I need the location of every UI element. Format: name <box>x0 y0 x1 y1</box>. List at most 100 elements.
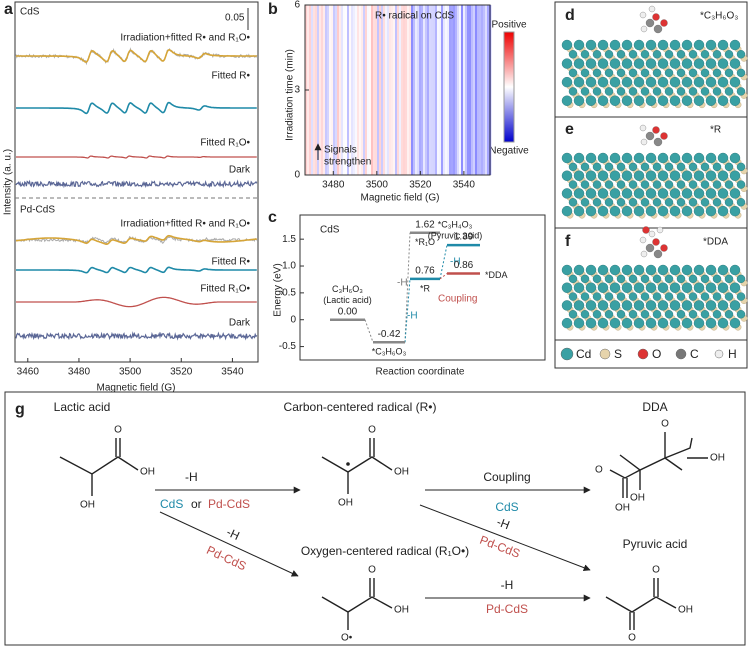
atom-cd <box>573 170 585 181</box>
atom-cd <box>700 87 710 96</box>
atom-cd <box>681 170 693 181</box>
atom-cd <box>688 162 698 172</box>
colorbar <box>503 31 515 143</box>
atom-cd <box>592 198 602 207</box>
atom-cd <box>669 205 681 217</box>
atom-cd <box>645 152 657 164</box>
atom-cd <box>561 205 573 217</box>
heatmap-stripe <box>463 5 466 175</box>
atom-cd <box>604 68 614 78</box>
atom-cd <box>592 180 602 189</box>
atom-cd <box>657 300 669 311</box>
atom-cd <box>633 300 645 311</box>
atom-cd <box>621 205 633 217</box>
adsorbate-label: *R <box>710 125 721 136</box>
heatmap-stripe <box>477 5 480 175</box>
atom-cd <box>604 50 614 59</box>
atom-cd <box>633 58 645 69</box>
atom-cd <box>628 292 638 301</box>
y-tick-label: 0.5 <box>282 288 296 299</box>
heatmap-stripe <box>349 5 352 175</box>
compound-name: Oxygen-centered radical (R₁O•) <box>301 544 469 558</box>
atom-cd <box>597 317 609 329</box>
species-label: *C₃H₄O₃ <box>438 219 473 229</box>
atom-cd <box>717 205 729 217</box>
atom-cd <box>580 162 590 172</box>
step-label: -H <box>495 515 512 533</box>
structures <box>59 432 708 630</box>
energy-label: 0.76 <box>415 266 435 277</box>
atom-cd <box>693 152 705 164</box>
atom-cd <box>628 310 638 319</box>
atom-cd <box>717 317 729 329</box>
atom: OH <box>394 605 409 616</box>
heatmap-stripe <box>393 5 396 175</box>
atom-cd <box>568 310 578 319</box>
heatmap-stripe <box>351 5 354 175</box>
atom-cd <box>693 170 705 181</box>
legend-swatch <box>560 347 574 361</box>
atom-cd <box>705 188 717 199</box>
x-axis-label: Magnetic field (G) <box>97 383 176 394</box>
atom-cd <box>736 87 746 96</box>
y-axis-label: Intensity (a. u.) <box>3 149 14 215</box>
heatmap-stripe <box>409 5 412 175</box>
heatmap-stripe <box>321 5 324 175</box>
heatmap-stripe <box>347 5 350 175</box>
x-tick-label: 3500 <box>366 180 389 191</box>
heatmap-stripe <box>383 5 386 175</box>
epr-trace <box>16 296 257 308</box>
heatmap-stripe <box>313 5 316 175</box>
heatmap-stripe <box>481 5 484 175</box>
atom-cd <box>688 310 698 319</box>
frame <box>4 391 746 646</box>
heatmap-stripe <box>439 5 442 175</box>
step-label: -H <box>397 278 408 289</box>
atom-cd <box>573 282 585 293</box>
compound-name: DDA <box>642 400 667 414</box>
step-label: -H <box>407 311 418 322</box>
heatmap-stripe <box>483 5 486 175</box>
atom-cd <box>585 152 597 164</box>
heatmap-stripe <box>427 5 430 175</box>
atom-cd <box>573 188 585 199</box>
x-tick-label: 3540 <box>453 180 476 191</box>
panel-label: g <box>15 401 25 418</box>
atom-cd <box>729 300 741 311</box>
atom-cd <box>616 162 626 172</box>
atom: OH <box>630 493 645 504</box>
atom-cd <box>628 50 638 59</box>
atom-cd <box>693 282 705 293</box>
step-label: -H <box>185 470 198 484</box>
heatmap-stripe <box>395 5 398 175</box>
y-tick-label: 1.5 <box>282 234 296 245</box>
radical-dot <box>346 462 350 466</box>
heatmap-stripe <box>331 5 334 175</box>
atom-cd <box>568 68 578 78</box>
atom-cd <box>736 198 746 207</box>
atom-cd <box>669 39 681 51</box>
y-tick-label: -0.5 <box>279 341 297 352</box>
heatmap-stripe <box>341 5 344 175</box>
atom-cd <box>609 317 621 329</box>
atom-cd <box>717 170 729 181</box>
atom-cd <box>681 152 693 164</box>
atom-cd <box>628 274 638 284</box>
atom-cd <box>561 282 573 293</box>
atom-cd <box>705 205 717 217</box>
epr-trace <box>16 266 257 274</box>
atom-cd <box>580 310 590 319</box>
arrow <box>159 511 299 577</box>
adsorbate-atom <box>639 11 647 19</box>
pyruvic-acid <box>605 578 677 630</box>
atom: O <box>114 425 122 436</box>
atom-cd <box>585 58 597 69</box>
energy-label: -0.42 <box>378 329 401 340</box>
heatmap-stripe <box>359 5 362 175</box>
atom-cd <box>717 282 729 293</box>
atom: OH <box>140 467 155 478</box>
atom-cd <box>604 162 614 172</box>
atom-cd <box>688 180 698 189</box>
heatmap-stripe <box>375 5 378 175</box>
